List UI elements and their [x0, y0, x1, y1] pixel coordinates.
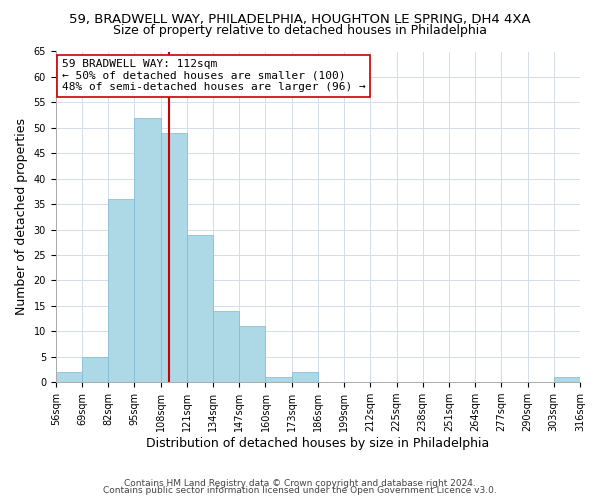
- Bar: [82, 357, 108, 382]
- Bar: [213, 311, 239, 382]
- Text: 59 BRADWELL WAY: 112sqm
← 50% of detached houses are smaller (100)
48% of semi-d: 59 BRADWELL WAY: 112sqm ← 50% of detache…: [62, 59, 365, 92]
- Bar: [265, 377, 292, 382]
- Text: Size of property relative to detached houses in Philadelphia: Size of property relative to detached ho…: [113, 24, 487, 37]
- X-axis label: Distribution of detached houses by size in Philadelphia: Distribution of detached houses by size …: [146, 437, 490, 450]
- Bar: [554, 377, 580, 382]
- Bar: [292, 372, 318, 382]
- Bar: [187, 234, 213, 382]
- Bar: [134, 118, 161, 382]
- Text: 59, BRADWELL WAY, PHILADELPHIA, HOUGHTON LE SPRING, DH4 4XA: 59, BRADWELL WAY, PHILADELPHIA, HOUGHTON…: [69, 12, 531, 26]
- Y-axis label: Number of detached properties: Number of detached properties: [15, 118, 28, 316]
- Text: Contains HM Land Registry data © Crown copyright and database right 2024.: Contains HM Land Registry data © Crown c…: [124, 478, 476, 488]
- Bar: [161, 133, 187, 382]
- Bar: [108, 199, 134, 382]
- Bar: [239, 326, 265, 382]
- Text: Contains public sector information licensed under the Open Government Licence v3: Contains public sector information licen…: [103, 486, 497, 495]
- Bar: [56, 372, 82, 382]
